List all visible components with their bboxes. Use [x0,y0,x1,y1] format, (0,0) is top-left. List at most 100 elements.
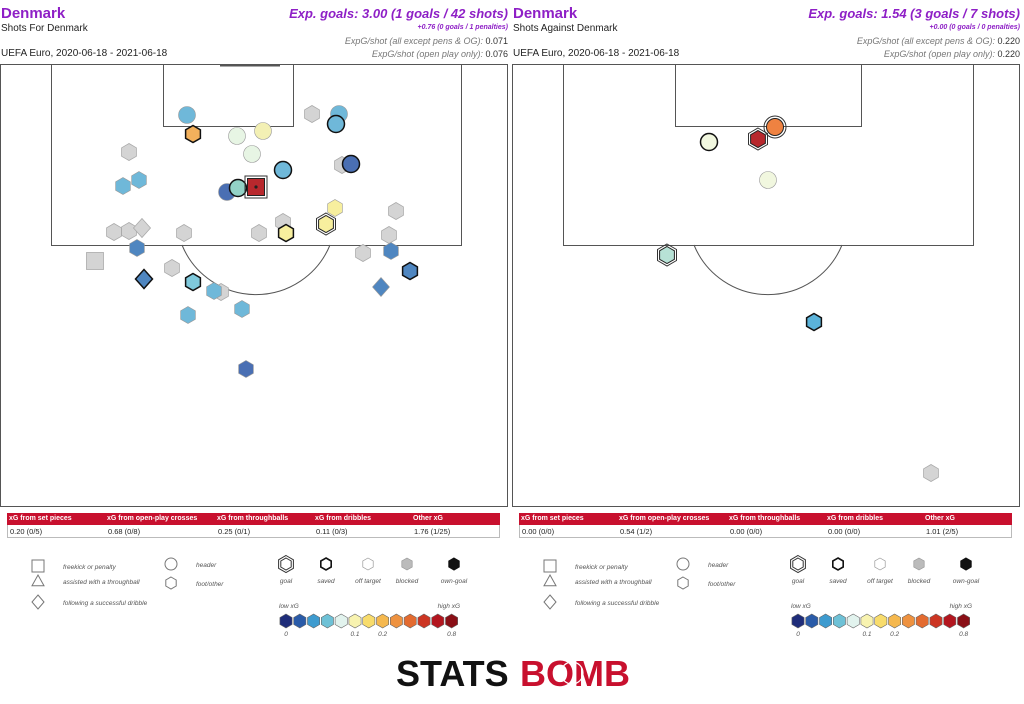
legend-scale-swatch [957,613,971,629]
shot-marker [254,122,272,140]
legend-outcome-3 [913,557,925,571]
xg-total: Exp. goals: 1.54 (3 goals / 7 shots) [808,6,1020,21]
legend-scale-tick: 0.1 [350,631,359,638]
shot-goal-ring [657,243,677,267]
shot-marker [659,245,675,265]
shot-marker [234,300,250,318]
legend-scale-swatch [403,613,417,629]
legend-shape-label: following a successful dribble [575,600,660,607]
val-set-pieces: 0.00 (0/0) [522,527,555,536]
legend-outcome-label: own-goal [953,578,980,585]
cat-throughballs: xG from throughballs [729,515,801,522]
legend-scale-tick: 0 [284,631,288,638]
legend-outcome-label: goal [792,578,805,585]
legend-scale-swatch [791,613,805,629]
legend-shape-triangle [31,573,45,587]
legend-shape-circle [164,557,178,571]
shot-marker [318,214,334,234]
cat-other: Other xG [925,515,955,522]
legend-scale-tick: 0.2 [890,631,899,638]
legend-scale-swatch [805,613,819,629]
rate-all-label: ExpG/shot (all except pens & OG): [344,36,483,46]
competition-label: UEFA Euro, 2020-06-18 - 2021-06-18 [1,48,168,59]
shot-marker [327,199,343,217]
shot-marker [401,261,419,281]
rate-open-label: ExpG/shot (open play only): [371,49,483,59]
legend-left: freekick or penalty assisted with a throu… [31,554,468,638]
shot-marker [372,277,390,297]
logo-stats-text: STATS [396,653,509,692]
xg-penalties: +0.76 (0 goals / 1 penalties) [417,24,508,31]
cat-other: Other xG [413,515,443,522]
legend-outcome-label: blocked [908,578,931,585]
legend-scale-swatch [819,613,833,629]
shot-marker [132,217,152,239]
legend-shape-label: foot/other [708,581,736,588]
legend-shape-hexagon [677,576,689,590]
shot-marker [388,202,404,220]
legend-scale-swatch [389,613,403,629]
legend-outcome-label: own-goal [441,578,468,585]
shot-marker [277,223,295,243]
legend-scale-swatch [293,613,307,629]
shot-penalty-dot [254,185,258,189]
val-throughballs: 0.25 (0/1) [218,527,251,536]
shot-marker [184,124,202,144]
xg-per-shot-open: ExpG/shot (open play only): 0.220 [884,49,1020,59]
cat-dribbles: xG from dribbles [315,515,372,522]
legend-scale-swatch [874,613,888,629]
legend-outcome-0 [280,557,292,571]
shot-goal-ring [763,115,787,139]
legend-scale-swatch [376,613,390,629]
legend-scale-swatch [417,613,431,629]
xg-breakdown-bar: xG from set pieces xG from open-play cro… [519,513,1012,539]
legend-scale-swatch [348,613,362,629]
legend-scale-swatch [915,613,929,629]
rate-all-value: 0.220 [997,36,1020,46]
legend-scale-swatch [334,613,348,629]
shot-marker [383,242,399,260]
shot-marker [228,178,248,198]
val-dribbles: 0.00 (0/0) [828,527,861,536]
shot-marker [131,171,147,189]
legend-shape-label: foot/other [196,581,224,588]
legend-outcome-label: saved [317,578,335,585]
legend-outcome-3 [401,557,413,571]
legend-scale-tick: 0.8 [447,631,456,638]
legend-right: freekick or penalty assisted with a throu… [543,554,980,638]
shot-marker [238,360,254,378]
legend-scale-swatch [362,613,376,629]
shot-marker [759,171,777,189]
legend-scale-tick: 0.2 [378,631,387,638]
legend-shape-label: header [196,562,217,569]
shots-against-panel: Denmark Shots Against Denmark UEFA Euro,… [512,0,1020,638]
legend-high-xg: high xG [438,603,460,610]
legend-outcome-label: off target [867,578,894,585]
shot-marker [381,226,397,244]
shot-marker [304,105,320,123]
legend-scale-swatch [307,613,321,629]
shots-layer-right [657,115,939,482]
legend-scale-swatch [888,613,902,629]
legend-shape-hexagon [165,576,177,590]
xg-per-shot-all: ExpG/shot (all except pens & OG): 0.220 [857,36,1020,46]
shot-marker [355,244,371,262]
xg-breakdown-bar: xG from set pieces xG from open-play cro… [7,513,500,539]
shot-marker [273,160,293,180]
legend-shape-circle [676,557,690,571]
legend-shape-label: header [708,562,729,569]
legend-outcome-2 [874,557,886,571]
shot-marker [134,268,154,290]
legend-scale-swatch [832,613,846,629]
legend-outcome-4 [960,557,972,571]
legend-shape-label: freekick or penalty [575,564,628,571]
shot-marker [243,145,261,163]
legend-shape-label: assisted with a throughball [575,579,652,586]
legend-scale-tick: 0.8 [959,631,968,638]
cat-set-pieces: xG from set pieces [9,515,72,522]
competition-label: UEFA Euro, 2020-06-18 - 2021-06-18 [513,48,680,59]
cat-throughballs: xG from throughballs [217,515,289,522]
shot-marker [86,252,104,270]
legend-outcome-2 [362,557,374,571]
shot-marker [341,154,361,174]
